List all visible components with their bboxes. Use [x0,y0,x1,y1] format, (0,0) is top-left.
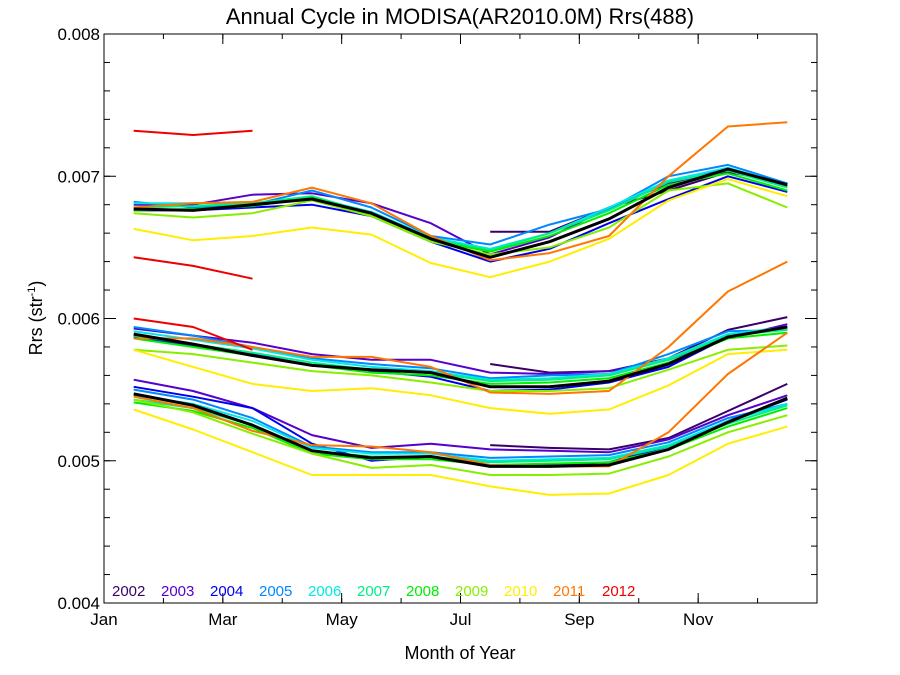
series-2012-line-0 [133,129,253,136]
legend-entry-2011: 2011 [553,583,585,600]
series-2010-line-1 [133,348,788,415]
series-2010-line-2 [133,408,788,496]
mean-line-0 [133,167,788,259]
y-tick-label-2: 0.006 [57,310,100,329]
x-axis-label: Month of Year [404,643,515,663]
y-tick-label-0: 0.004 [57,594,100,613]
series-2004-line-0 [133,175,788,263]
mean-line-1 [133,325,788,389]
legend-entry-2004: 2004 [210,583,243,600]
x-tick-label-5: Nov [683,610,714,629]
legend-entry-2002: 2002 [112,583,145,600]
axis-ticks: Jan Mar May Jul Sep Nov 0.004 0.005 0.006 0.007 0.… [57,25,818,629]
legend: 2002 2003 2004 2005 2006 2007 2008 2009 2010 2011… [112,583,635,600]
y-tick-label-1: 0.005 [57,452,100,471]
y-tick-label-4: 0.008 [57,25,100,44]
legend-entry-2009: 2009 [455,583,488,600]
plot-frame [103,33,818,604]
series-2012-line-2 [133,317,253,351]
legend-entry-2006: 2006 [308,583,341,600]
series-2007-line-1 [133,328,788,383]
series-2009-line-2 [133,398,788,476]
legend-entry-2003: 2003 [161,583,194,600]
series-2005-line-2 [133,388,788,459]
x-tick-label-4: Sep [564,610,594,629]
legend-entry-2012: 2012 [602,583,635,600]
legend-entry-2005: 2005 [259,583,292,600]
x-tick-label-1: Mar [208,610,238,629]
series-2009-line-1 [133,344,788,392]
series-2007-line-0 [133,169,788,252]
legend-entry-2007: 2007 [357,583,390,600]
mean-line-2 [133,392,788,468]
series-2010-line-0 [133,178,788,279]
y-axis-label-main: Rrs (str [26,296,46,355]
x-tick-label-2: May [326,610,359,629]
series-2012-line-1 [133,256,253,280]
legend-entry-2008: 2008 [406,583,439,600]
mean-layer [133,167,788,468]
chart-title: Annual Cycle in MODISA(AR2010.0M) Rrs(48… [226,4,694,29]
x-tick-label-0: Jan [90,610,117,629]
series-2011-line-2 [133,331,788,468]
y-tick-label-3: 0.007 [57,167,100,186]
x-tick-label-3: Jul [450,610,472,629]
y-axis-label: Rrs (str-1) [26,281,46,356]
y-axis-label-close: ) [26,281,46,287]
y-axis-label-superscript: -1 [26,287,38,297]
series-2002-line-2 [490,382,788,451]
legend-entry-2010: 2010 [504,583,537,600]
series-2006-line-2 [133,394,788,462]
